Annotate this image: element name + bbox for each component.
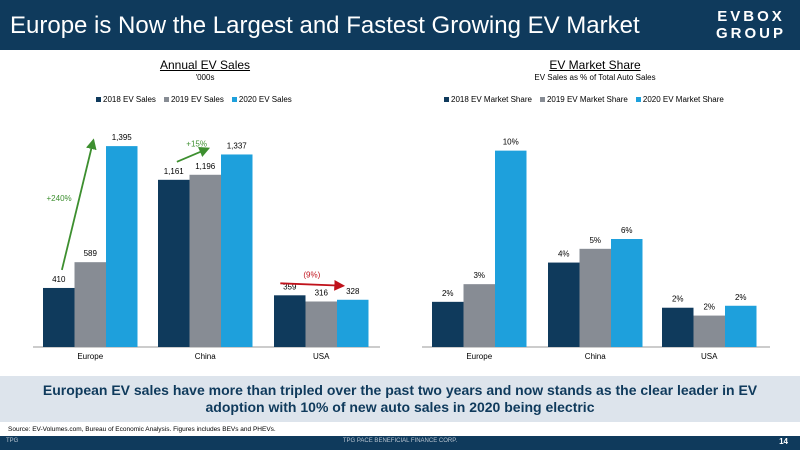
chart2-title: EV Market Share — [549, 58, 641, 72]
growth-label: +15% — [186, 139, 207, 148]
legend-swatch — [231, 97, 237, 102]
chart1-subtitle: '000s — [195, 73, 215, 82]
data-label: 316 — [315, 288, 329, 297]
bar — [432, 301, 464, 347]
category-label: Europe — [466, 352, 492, 361]
evbox-logo: EVBOX GROUP — [716, 8, 786, 42]
growth-arrow — [61, 138, 97, 271]
legend-swatch — [444, 97, 449, 102]
bar — [221, 154, 253, 347]
summary-text: European EV sales have more than tripled… — [42, 382, 758, 415]
bar — [463, 284, 495, 347]
bar — [662, 307, 694, 347]
bar — [548, 262, 580, 347]
bar — [725, 305, 757, 347]
data-label: 4% — [558, 250, 570, 259]
data-label: 10% — [503, 138, 519, 147]
ev-share-chart: 2% 3% 10% Europe 4% 5% 6% China 2% 2% 2% USA — [422, 138, 770, 361]
data-label: 359 — [283, 282, 297, 291]
bar — [579, 248, 611, 347]
chart2-legend: 2018 EV Market Share 2019 EV Market Shar… — [444, 95, 724, 104]
source-note: Source: EV-Volumes.com, Bureau of Econom… — [8, 426, 276, 433]
bar — [189, 174, 221, 347]
legend-label: 2020 EV Market Share — [642, 95, 724, 104]
growth-arrow — [176, 147, 211, 163]
legend-item: 2020 EV Sales — [231, 95, 292, 104]
bar — [337, 299, 369, 347]
page-number: 14 — [779, 437, 788, 446]
bar — [611, 239, 643, 347]
legend-swatch — [539, 97, 545, 102]
category-label: China — [585, 352, 606, 361]
chart1-legend: 2018 EV Sales 2019 EV Sales 2020 EV Sale… — [96, 95, 292, 104]
bar — [158, 179, 190, 347]
legend-label: 2018 EV Sales — [103, 95, 156, 104]
data-label: 1,196 — [195, 162, 216, 171]
bar — [74, 262, 106, 347]
ev-sales-chart: 410 589 1,395 Europe 1,161 1,196 1,337 China 359… — [33, 133, 380, 361]
growth-label: +240% — [47, 194, 72, 203]
title-bar: Europe is Now the Largest and Fastest Gr… — [0, 0, 800, 50]
legend-label: 2019 EV Market Share — [546, 95, 628, 104]
bar — [693, 315, 725, 347]
data-label: 5% — [589, 236, 601, 245]
legend-label: 2019 EV Sales — [170, 95, 224, 104]
bar — [43, 287, 75, 347]
category-label: USA — [701, 352, 718, 361]
legend-item: 2018 EV Sales — [96, 95, 156, 104]
legend-swatch — [635, 97, 641, 102]
data-label: 6% — [621, 226, 633, 235]
growth-label: (9%) — [303, 270, 320, 279]
footer-company: TPG PACE BENEFICIAL FINANCE CORP. — [342, 438, 458, 444]
legend-item: 2018 EV Market Share — [444, 95, 532, 104]
legend-swatch — [163, 97, 169, 102]
page-title: Europe is Now the Largest and Fastest Gr… — [10, 12, 640, 39]
data-label: 328 — [346, 287, 360, 296]
chart2-subtitle: EV Sales as % of Total Auto Sales — [534, 73, 656, 82]
bar — [305, 301, 337, 347]
data-label: 3% — [473, 271, 485, 280]
data-label: 589 — [84, 249, 98, 258]
bar — [274, 295, 306, 347]
data-label: 2% — [703, 303, 715, 312]
category-label: China — [195, 352, 216, 361]
tpg-logo: TPG — [6, 438, 19, 444]
data-label: 410 — [52, 275, 66, 284]
footer-bar: TPG TPG PACE BENEFICIAL FINANCE CORP. 14 — [0, 436, 800, 450]
legend-swatch — [96, 97, 101, 102]
logo-line-1: EVBOX — [717, 8, 785, 25]
data-label: 2% — [672, 295, 684, 304]
logo-line-2: GROUP — [715, 25, 786, 42]
growth-arrow — [280, 280, 346, 291]
data-label: 1,337 — [227, 141, 248, 150]
legend-item: 2019 EV Sales — [163, 95, 224, 104]
legend-label: 2018 EV Market Share — [451, 95, 532, 104]
data-label: 1,395 — [112, 133, 133, 142]
legend-label: 2020 EV Sales — [238, 95, 292, 104]
data-label: 1,161 — [164, 167, 185, 176]
category-label: Europe — [77, 352, 103, 361]
legend-item: 2019 EV Market Share — [539, 95, 628, 104]
bar — [495, 150, 527, 347]
summary-banner: European EV sales have more than tripled… — [0, 376, 800, 422]
category-label: USA — [313, 352, 330, 361]
data-label: 2% — [442, 289, 454, 298]
data-label: 2% — [735, 293, 747, 302]
chart1-title: Annual EV Sales — [159, 58, 251, 72]
legend-item: 2020 EV Market Share — [635, 95, 724, 104]
bar — [106, 146, 138, 347]
